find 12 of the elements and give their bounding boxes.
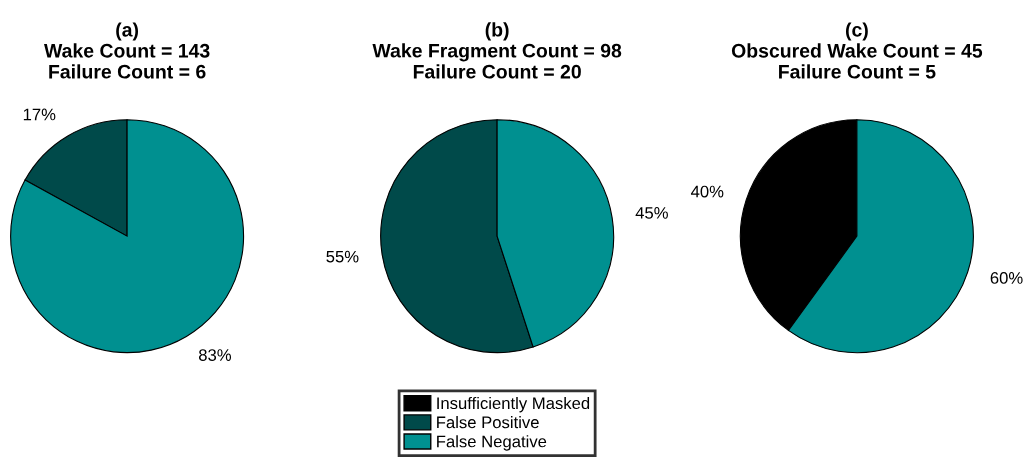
data-label: 55% (326, 250, 359, 263)
data-label: 83% (198, 349, 232, 361)
data-label: 40% (690, 185, 724, 198)
data-label: 17% (23, 108, 56, 121)
chart-title: (b) Wake Fragment Count = 98 Failure Count = 20 (372, 22, 622, 79)
chart-title: (a) Wake Count = 143 Failure Count = 6 (44, 22, 210, 79)
data-label: 60% (990, 272, 1023, 284)
legend-label: Insufficiently Masked (437, 396, 590, 413)
data-label: 45% (635, 207, 668, 219)
chart-title: (c) Obscured Wake Count = 45 Failure Count = 5 (731, 22, 983, 79)
legend-label: False Negative (437, 435, 547, 451)
legend-label: False Positive (437, 416, 539, 429)
